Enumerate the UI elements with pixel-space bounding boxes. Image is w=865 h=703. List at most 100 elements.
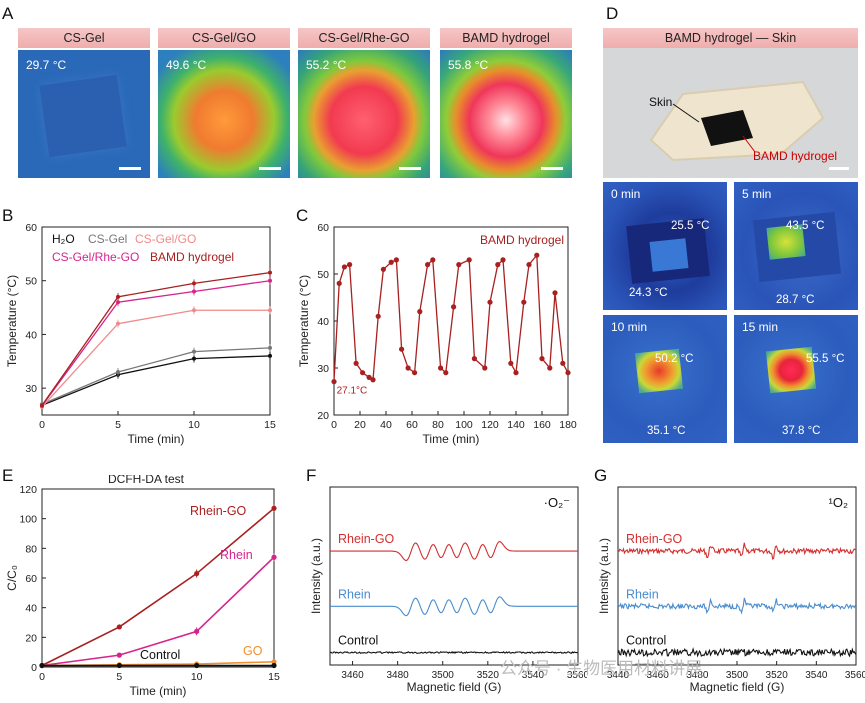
y-tick-label: 40 xyxy=(317,316,329,328)
thermal-image-cs-gel-rhe-go: CS-Gel/Rhe-GO 55.2 °C xyxy=(298,28,430,178)
legend-entry: Control xyxy=(338,634,378,648)
plot-frame xyxy=(329,486,579,666)
data-point xyxy=(380,266,386,272)
x-tick-label: 3440 xyxy=(607,670,630,681)
chart-g-epr-1o2: 3440 3460 3480 3500 3520 3540 3560 Magnetic fie… xyxy=(597,486,865,694)
ir-image-10min: 10 min 50.2 °C 35.1 °C xyxy=(603,315,727,443)
data-point xyxy=(534,252,540,258)
x-tick-label: 0 xyxy=(39,419,45,431)
data-point xyxy=(526,262,532,268)
y-tick-label: 60 xyxy=(25,222,37,234)
x-tick-label: 15 xyxy=(264,419,276,431)
x-tick-label: 140 xyxy=(507,419,525,431)
thermal-temperature: 55.2 °C xyxy=(306,58,347,72)
x-tick-label: 180 xyxy=(559,419,577,431)
ir-time-label: 5 min xyxy=(742,187,772,201)
x-tick-label: 3500 xyxy=(432,670,455,681)
data-point xyxy=(405,365,411,371)
data-point xyxy=(560,360,566,366)
spectrum-line xyxy=(330,541,578,562)
legend-entry: BAMD hydrogel xyxy=(480,233,564,247)
panel-label-g: G xyxy=(594,466,608,485)
ir-temp-low: 37.8 °C xyxy=(782,425,821,437)
chart-title: DCFH-DA test xyxy=(108,475,185,486)
thermal-image-cs-gel: CS-Gel 29.7 °C xyxy=(18,28,150,178)
series-line xyxy=(41,347,271,405)
spectrum-line xyxy=(617,542,857,560)
x-tick-label: 100 xyxy=(455,419,473,431)
y-tick-label: 30 xyxy=(25,383,37,395)
x-tick-label: 3480 xyxy=(387,670,410,681)
panel-label-e: E xyxy=(2,466,14,485)
x-tick-label: 80 xyxy=(432,419,444,431)
data-point xyxy=(552,290,558,296)
x-tick-label: 3560 xyxy=(845,670,865,681)
x-tick-label: 0 xyxy=(39,671,45,683)
plot-frame xyxy=(333,226,569,416)
y-tick-label: 60 xyxy=(25,573,37,585)
x-tick-label: 3520 xyxy=(477,670,500,681)
chart-title: ¹O₂ xyxy=(829,495,849,510)
y-tick-label: 40 xyxy=(25,329,37,341)
x-tick-label: 3540 xyxy=(805,670,828,681)
scale-bar xyxy=(829,167,849,170)
data-point xyxy=(341,264,347,270)
data-point xyxy=(399,346,405,352)
legend-entry: Rhein xyxy=(338,587,371,601)
panel-label-f: F xyxy=(306,466,317,485)
ir-temp-high: 25.5 °C xyxy=(671,220,710,232)
thermal-image-bamd-hydrogel: BAMD hydrogel 55.8 °C xyxy=(440,28,572,178)
data-point xyxy=(443,370,449,376)
data-point xyxy=(331,379,337,385)
panel-label-a: A xyxy=(2,4,14,23)
thermal-temperature: 29.7 °C xyxy=(26,58,67,72)
x-tick-label: 5 xyxy=(115,419,121,431)
panel-label-b: B xyxy=(2,206,14,225)
data-point xyxy=(438,365,444,371)
thermal-image-title: BAMD hydrogel xyxy=(440,28,572,48)
x-axis-label: Time (min) xyxy=(128,432,185,446)
data-point xyxy=(40,403,44,408)
hydrogel-sample xyxy=(701,110,753,146)
series-line xyxy=(41,309,270,408)
ir-time-label: 15 min xyxy=(742,320,779,334)
x-tick-label: 3540 xyxy=(522,670,545,681)
y-tick-label: 100 xyxy=(19,514,37,526)
data-point xyxy=(425,262,431,268)
x-tick-label: 15 xyxy=(268,671,280,683)
y-axis-label: Intensity (a.u.) xyxy=(597,538,611,614)
thermal-temperature: 49.6 °C xyxy=(166,58,207,72)
data-point xyxy=(116,662,122,669)
series-line xyxy=(333,253,569,382)
skin-pointer xyxy=(672,103,700,123)
data-point xyxy=(366,374,372,380)
scale-bar xyxy=(259,167,281,170)
data-point xyxy=(417,309,423,315)
ir-image-0min: 0 min 25.5 °C 24.3 °C xyxy=(603,182,727,310)
chart-title: ·O₂⁻ xyxy=(544,495,570,510)
panel-label-c: C xyxy=(296,206,309,225)
x-axis-label: Time (min) xyxy=(423,432,480,446)
data-point xyxy=(370,377,376,383)
scale-bar xyxy=(399,167,421,170)
data-point xyxy=(487,299,493,305)
x-axis-label: Magnetic field (G) xyxy=(407,680,502,694)
data-point xyxy=(451,304,457,310)
x-tick-label: 20 xyxy=(354,419,366,431)
x-tick-label: 3460 xyxy=(341,670,364,681)
data-point xyxy=(513,370,519,376)
y-tick-label: 30 xyxy=(317,363,329,375)
legend-entry: BAMD hydrogel xyxy=(150,250,234,264)
thermal-image-title: CS-Gel/Rhe-GO xyxy=(298,28,430,48)
ir-time-label: 0 min xyxy=(611,187,641,201)
y-axis-label: Intensity (a.u.) xyxy=(309,538,323,614)
spectrum-line xyxy=(617,646,857,658)
y-tick-label: 120 xyxy=(19,484,37,496)
scale-bar xyxy=(541,167,563,170)
data-point xyxy=(565,370,571,376)
series-line xyxy=(41,355,271,406)
data-point xyxy=(39,662,45,669)
ir-image-15min: 15 min 55.5 °C 37.8 °C xyxy=(734,315,858,443)
data-point xyxy=(194,662,200,669)
